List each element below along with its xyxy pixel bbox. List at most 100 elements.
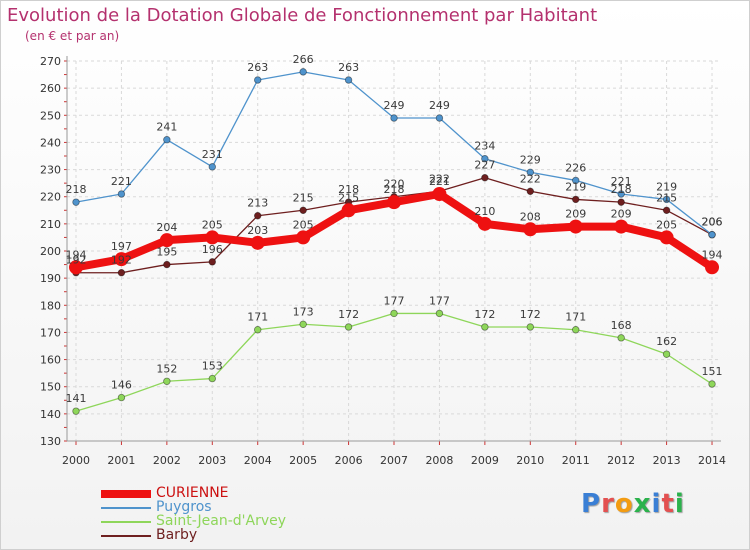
data-point: [572, 326, 580, 334]
y-tick-label: 130: [40, 435, 61, 448]
data-label: 205: [656, 218, 677, 231]
data-label: 215: [656, 191, 677, 204]
data-point: [617, 334, 625, 342]
proxiti-logo: Proxiti: [581, 489, 685, 519]
data-label: 221: [111, 175, 132, 188]
data-label: 194: [66, 248, 87, 261]
legend-swatch: [101, 507, 151, 509]
series-lines: [69, 68, 720, 415]
data-label: 213: [247, 197, 268, 210]
data-point: [526, 187, 534, 195]
data-point: [705, 260, 720, 275]
data-label: 215: [338, 191, 359, 204]
axes: 130 140 150 160 170 180 190 200 210 220 230 240 250 2…: [40, 55, 726, 467]
data-point: [477, 216, 492, 231]
data-point: [341, 203, 356, 218]
data-point: [72, 407, 80, 415]
y-tick-label: 220: [40, 191, 61, 204]
x-tick-label: 2000: [62, 454, 90, 467]
y-tick-label: 170: [40, 326, 61, 339]
data-label: 151: [702, 365, 723, 378]
logo-letter: x: [633, 489, 652, 519]
y-tick-label: 260: [40, 82, 61, 95]
y-tick-label: 240: [40, 136, 61, 149]
data-label: 177: [429, 294, 450, 307]
data-point: [208, 374, 216, 383]
data-label: 226: [565, 161, 586, 174]
logo-letter: i: [651, 489, 662, 519]
data-point: [390, 309, 398, 318]
data-point: [250, 235, 265, 250]
x-tick-label: 2002: [153, 454, 181, 467]
legend-swatch: [101, 521, 151, 523]
data-point: [432, 187, 447, 201]
y-tick-label: 190: [40, 272, 61, 285]
y-tick-label: 230: [40, 164, 61, 177]
data-label: 205: [293, 218, 314, 231]
data-label: 222: [520, 172, 541, 185]
data-label: 196: [202, 243, 223, 256]
chart-subtitle: (en € et par an): [25, 29, 120, 43]
data-label: 227: [474, 159, 495, 172]
legend-label: CURIENNE: [156, 485, 229, 501]
data-label: 195: [156, 246, 177, 259]
logo-letter: P: [581, 489, 602, 519]
data-label: 208: [520, 210, 541, 223]
data-point: [523, 222, 538, 237]
data-point: [481, 323, 489, 331]
data-label: 203: [247, 224, 268, 237]
data-point: [617, 198, 625, 206]
data-label: 172: [474, 308, 495, 321]
data-point: [572, 176, 580, 185]
data-label: 218: [384, 183, 405, 196]
line-chart: 130 140 150 160 170 180 190 200 210 220 230 240 250 2…: [40, 53, 726, 467]
data-point: [662, 195, 671, 204]
data-point: [299, 320, 307, 328]
y-tick-label: 180: [40, 299, 61, 312]
legend-swatch: [101, 535, 151, 537]
data-point: [344, 323, 353, 331]
data-label: 209: [565, 208, 586, 221]
data-point: [526, 323, 534, 331]
data-point: [163, 136, 171, 144]
y-tick-label: 200: [40, 245, 61, 258]
data-label: 172: [520, 308, 541, 321]
x-tick-label: 2013: [653, 454, 681, 467]
data-label: 206: [702, 216, 723, 229]
x-tick-label: 2014: [698, 454, 726, 467]
data-point: [659, 230, 674, 245]
data-label: 263: [338, 61, 359, 74]
data-label: 219: [565, 180, 586, 193]
data-label: 219: [656, 180, 677, 193]
data-label: 162: [656, 335, 677, 348]
x-tick-label: 2004: [244, 454, 272, 467]
data-point: [117, 269, 126, 277]
logo-letter: i: [674, 489, 685, 519]
data-point: [481, 174, 489, 182]
data-point: [299, 206, 307, 214]
data-point: [163, 377, 171, 385]
data-label: 171: [565, 311, 586, 324]
data-point: [205, 230, 220, 245]
data-point: [526, 168, 534, 176]
data-label: 192: [66, 254, 87, 267]
data-label: 221: [429, 175, 450, 188]
data-label: 221: [611, 175, 632, 188]
data-label: 206: [702, 216, 723, 229]
data-label: 173: [293, 305, 314, 318]
data-point: [708, 231, 716, 239]
data-point: [114, 252, 129, 267]
data-point: [568, 219, 583, 234]
legend-label: Puygros: [156, 499, 212, 515]
data-point: [117, 393, 126, 402]
logo-letter: r: [601, 489, 615, 519]
data-point: [614, 219, 629, 234]
data-label: 146: [111, 379, 132, 392]
x-tick-label: 2001: [107, 454, 135, 467]
data-point: [662, 206, 671, 214]
x-tick-label: 2009: [471, 454, 499, 467]
data-label: 222: [429, 172, 450, 185]
data-point: [208, 163, 216, 171]
data-label: 141: [66, 392, 87, 405]
y-tick-label: 140: [40, 408, 61, 421]
